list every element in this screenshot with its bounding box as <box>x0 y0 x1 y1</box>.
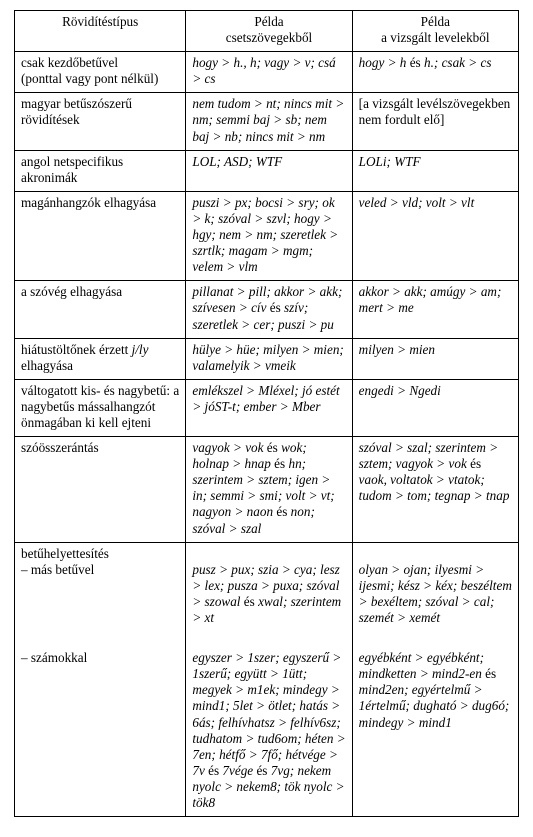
cell-ex1: hogy > h., h; vagy > v; csá > cs <box>186 52 352 93</box>
cell-ex2: akkor > akk; amúgy > am; mert > me <box>352 281 518 338</box>
cell-ex1: nem tudom > nt; nincs mit > nm; semmi ba… <box>186 93 352 150</box>
ex1-mid2: és <box>274 456 285 471</box>
cell-type: magánhangzók elhagyása <box>15 191 186 280</box>
ex1-mid3: és <box>276 504 287 519</box>
sub1-ex2: olyan > ojan; ilyesmi > ijesmi; kész > k… <box>359 562 512 625</box>
table-row: a szóvég elhagyása pillanat > pill; akko… <box>15 281 519 338</box>
cell-type: váltogatott kis- és nagybetű: a nagybetű… <box>15 379 186 436</box>
ex2-pre: hogy > h <box>359 55 410 70</box>
cell-type: magyar betűszószerű rövidítések <box>15 93 186 150</box>
table-row: angol netspecifikus akronimák LOL; ASD; … <box>15 150 519 191</box>
sub2-mid3: és <box>485 666 496 681</box>
cell-type: angol netspecifikus akronimák <box>15 150 186 191</box>
table-row: – számokkal egyszer > 1szer; egyszerű > … <box>15 631 519 817</box>
sub2-mid1: és <box>208 763 219 778</box>
header-type-text: Rövidítéstípus <box>62 14 138 29</box>
header-ex2-line2: a vizsgált levelekből <box>381 30 489 45</box>
cell-ex1: egyszer > 1szer; egyszerű > 1szerű; együ… <box>186 631 352 817</box>
cell-ex2: engedi > Ngedi <box>352 379 518 436</box>
cell-type: csak kezdőbetűvel (ponttal vagy pont nél… <box>15 52 186 93</box>
header-type: Rövidítéstípus <box>15 11 186 52</box>
ex2-mid: és <box>470 456 481 471</box>
ex2-mid: és <box>410 55 421 70</box>
sub2-ex1-b: 7vége <box>219 763 256 778</box>
header-ex2: Példa a vizsgált levelekből <box>352 11 518 52</box>
ex1-mid: és <box>270 300 281 315</box>
sub1-mid: és <box>244 594 255 609</box>
cell-ex1: pillanat > pill; akkor > akk; szívesen >… <box>186 281 352 338</box>
cell-type: hiátustöltőnek érzett j/ly elhagyása <box>15 338 186 379</box>
ex1-a: vagyok > vok <box>192 440 266 455</box>
table-row: szóösszerántás vagyok > vok és wok; holn… <box>15 437 519 543</box>
table-row: csak kezdőbetűvel (ponttal vagy pont nél… <box>15 52 519 93</box>
cell-ex1: LOL; ASD; WTF <box>186 150 352 191</box>
sub2-mid2: és <box>256 763 267 778</box>
sub2-ex1-a: egyszer > 1szer; egyszerű > 1szerű; együ… <box>192 650 345 778</box>
cell-ex2: hogy > h és h.; csak > cs <box>352 52 518 93</box>
cell-type: a szóvég elhagyása <box>15 281 186 338</box>
sub2-ex2-b: mind2en; egyértelmű > 1értelmű; dugható … <box>359 682 510 729</box>
table-row: váltogatott kis- és nagybetű: a nagybetű… <box>15 379 519 436</box>
cell-ex2: veled > vld; volt > vlt <box>352 191 518 280</box>
cell-type: – számokkal <box>15 631 186 817</box>
type-line1: csak kezdőbetűvel <box>21 55 118 70</box>
header-ex1: Példa csetszövegekből <box>186 11 352 52</box>
table-header-row: Rövidítéstípus Példa csetszövegekből Pél… <box>15 11 519 52</box>
table-row: hiátustöltőnek érzett j/ly elhagyása hül… <box>15 338 519 379</box>
cell-ex2: milyen > mien <box>352 338 518 379</box>
table-row: betűhelyettesítés – más betűvel pusz > p… <box>15 542 519 631</box>
header-ex2-line1: Példa <box>421 14 450 29</box>
type-b: elhagyása <box>21 358 73 373</box>
header-ex1-line1: Példa <box>254 14 283 29</box>
ex1-mid1: és <box>267 440 278 455</box>
cell-ex1: emlékszel > Mléxel; jó estét > jóST-t; e… <box>186 379 352 436</box>
sub2-ex2-a: egyébként > egyébként; mindketten > mind… <box>359 650 485 681</box>
cell-ex2: [a vizsgált levélszövegekben nem fordult… <box>352 93 518 150</box>
ex2-post: h.; csak > cs <box>421 55 492 70</box>
ex2-b: vaok, voltatok > vtatok; tudom > tom; te… <box>359 472 510 503</box>
type-jly: j/ly <box>132 342 149 357</box>
cell-ex1: pusz > pux; szia > cya; lesz > lex; pusz… <box>186 542 352 631</box>
abbreviation-table: Rövidítéstípus Példa csetszövegekből Pél… <box>14 10 519 817</box>
ex1-a: pillanat > pill; akkor > akk; szívesen >… <box>192 284 342 315</box>
cell-type: betűhelyettesítés – más betűvel <box>15 542 186 631</box>
cell-ex1: puszi > px; bocsi > sry; ok > k; szóval … <box>186 191 352 280</box>
cell-ex2: szóval > szal; szerintem > sztem; vagyok… <box>352 437 518 543</box>
compound-sub1-label: – más betűvel <box>21 562 179 578</box>
cell-ex2: egyébként > egyébként; mindketten > mind… <box>352 631 518 817</box>
cell-ex1: vagyok > vok és wok; holnap > hnap és hn… <box>186 437 352 543</box>
type-line2: (ponttal vagy pont nélkül) <box>21 71 158 86</box>
cell-ex2: olyan > ojan; ilyesmi > ijesmi; kész > k… <box>352 542 518 631</box>
header-ex1-line2: csetszövegekből <box>226 30 312 45</box>
compound-sub2-label: – számokkal <box>21 650 179 666</box>
cell-ex1: hülye > hüe; milyen > mien; valamelyik >… <box>186 338 352 379</box>
type-a: hiátustöltőnek érzett <box>21 342 132 357</box>
cell-type: szóösszerántás <box>15 437 186 543</box>
table-row: magánhangzók elhagyása puszi > px; bocsi… <box>15 191 519 280</box>
cell-ex2: LOLi; WTF <box>352 150 518 191</box>
table-row: magyar betűszószerű rövidítések nem tudo… <box>15 93 519 150</box>
compound-header: betűhelyettesítés <box>21 546 109 561</box>
